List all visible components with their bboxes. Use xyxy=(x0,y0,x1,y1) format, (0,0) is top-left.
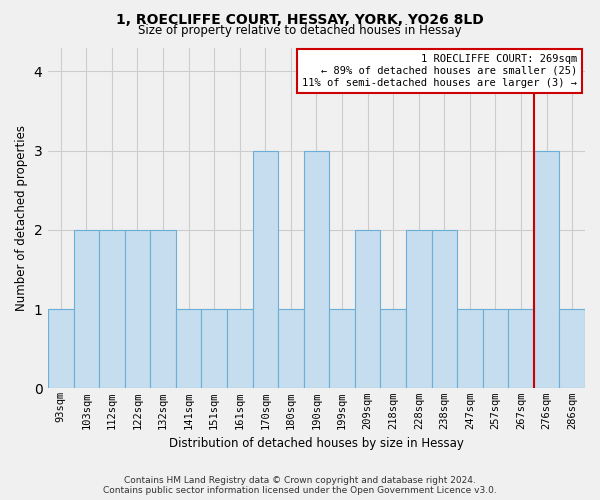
Bar xyxy=(99,230,125,388)
Bar xyxy=(48,309,74,388)
Bar xyxy=(508,309,534,388)
Bar xyxy=(176,309,202,388)
Bar xyxy=(355,230,380,388)
Bar xyxy=(457,309,483,388)
Bar xyxy=(227,309,253,388)
Bar xyxy=(431,230,457,388)
Bar xyxy=(253,150,278,388)
Bar xyxy=(74,230,99,388)
Bar xyxy=(483,309,508,388)
Text: 1 ROECLIFFE COURT: 269sqm
← 89% of detached houses are smaller (25)
11% of semi-: 1 ROECLIFFE COURT: 269sqm ← 89% of detac… xyxy=(302,54,577,88)
Bar xyxy=(202,309,227,388)
Text: 1, ROECLIFFE COURT, HESSAY, YORK, YO26 8LD: 1, ROECLIFFE COURT, HESSAY, YORK, YO26 8… xyxy=(116,12,484,26)
Text: Size of property relative to detached houses in Hessay: Size of property relative to detached ho… xyxy=(138,24,462,37)
Bar xyxy=(329,309,355,388)
Bar xyxy=(304,150,329,388)
Text: Contains HM Land Registry data © Crown copyright and database right 2024.
Contai: Contains HM Land Registry data © Crown c… xyxy=(103,476,497,495)
Bar xyxy=(125,230,150,388)
Bar xyxy=(406,230,431,388)
Bar xyxy=(150,230,176,388)
Y-axis label: Number of detached properties: Number of detached properties xyxy=(15,125,28,311)
Bar xyxy=(278,309,304,388)
Bar xyxy=(559,309,585,388)
X-axis label: Distribution of detached houses by size in Hessay: Distribution of detached houses by size … xyxy=(169,437,464,450)
Bar xyxy=(380,309,406,388)
Bar xyxy=(534,150,559,388)
